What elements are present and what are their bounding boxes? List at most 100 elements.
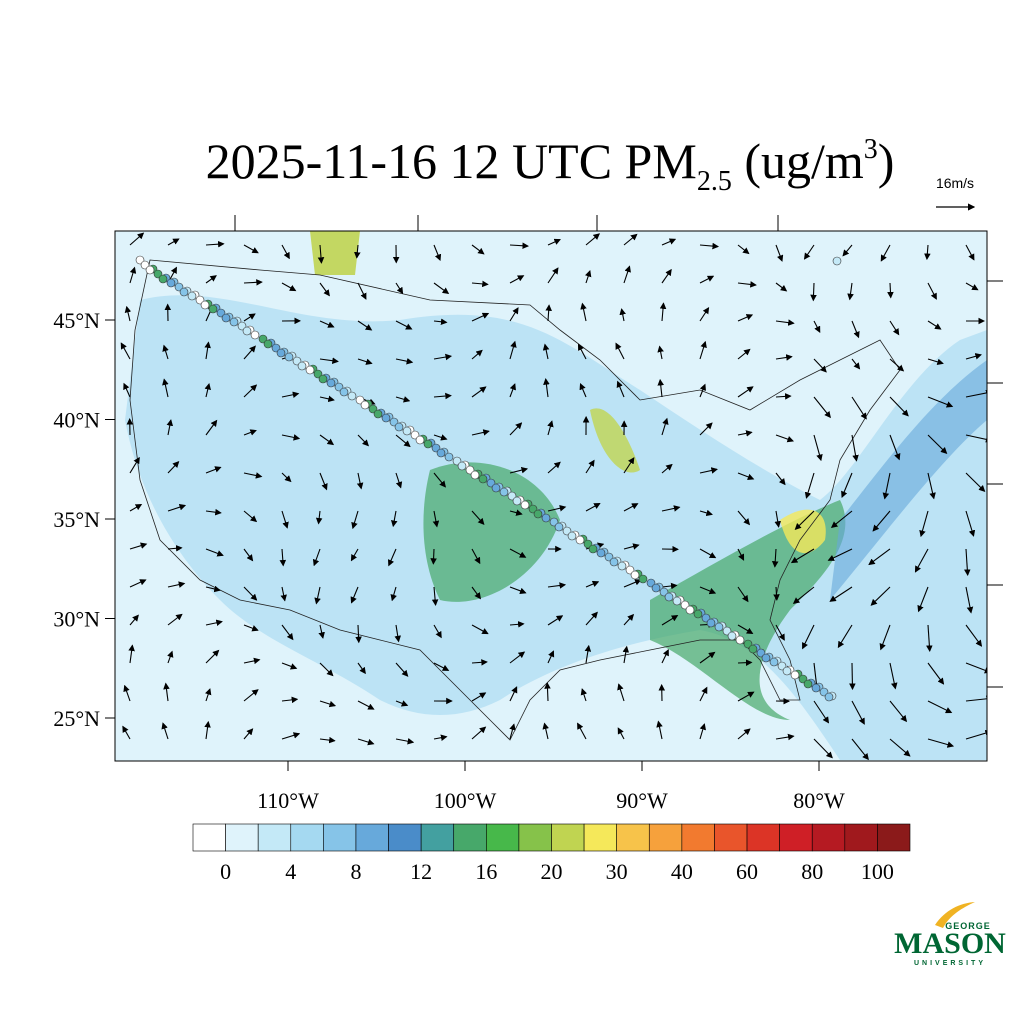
station: [339, 387, 349, 397]
lat-tick-label: 45°N: [53, 308, 100, 333]
wind-vector: [128, 644, 135, 664]
wind-vector: [243, 657, 261, 665]
wind-vector: [802, 624, 815, 650]
wind-vector: [395, 320, 413, 330]
colorbar-box: [420, 823, 455, 852]
wind-vector: [737, 510, 751, 526]
wind-vector: [319, 395, 335, 403]
wind-vector: [851, 320, 860, 339]
wind-vector: [699, 586, 717, 595]
wind-vector: [661, 582, 678, 590]
station: [444, 452, 454, 462]
colorbar-box: [779, 823, 813, 852]
wind-vector: [433, 662, 450, 671]
wind-vector: [577, 343, 587, 360]
wind-vector: [813, 700, 830, 724]
wind-vector: [471, 624, 489, 635]
colorbar-box: [844, 823, 878, 852]
wind-vector: [471, 244, 485, 255]
wind-vector: [879, 624, 891, 651]
wind-vector: [509, 422, 523, 436]
station: [415, 435, 425, 445]
wind-vector: [350, 586, 359, 604]
wind-vector: [243, 689, 259, 702]
wind-vector: [889, 320, 900, 336]
wind-vector: [205, 688, 212, 702]
wind-vector: [849, 662, 856, 691]
wind-vector: [433, 624, 442, 639]
wind-vector: [123, 382, 131, 398]
logo: GEORGE MASON UNIVERSITY: [894, 902, 1006, 967]
wind-vector: [623, 503, 639, 512]
title: 2025-11-16 12 UTC PM2.5 (ug/m3): [206, 133, 895, 197]
wind-vector: [813, 358, 827, 373]
wind-vector: [395, 282, 404, 295]
wind-vector: [965, 662, 987, 674]
wind-vector: [872, 510, 891, 532]
wind-vector: [243, 429, 257, 436]
wind-vector: [585, 611, 598, 626]
field-region: [650, 500, 846, 720]
stations: [135, 255, 842, 702]
wind-vector: [167, 461, 180, 474]
wind-vector: [205, 240, 225, 248]
wind-vector: [927, 738, 955, 748]
wind-vector: [927, 320, 942, 330]
station: [727, 631, 737, 641]
wind-vector: [737, 244, 750, 255]
wind-vector: [509, 466, 529, 474]
wind-vector: [542, 343, 550, 360]
wind-vector: [657, 345, 664, 360]
wind-vector: [471, 510, 485, 525]
colorbar-box: [486, 823, 520, 852]
lon-tick-label: 100°W: [434, 788, 497, 813]
wind-vector: [616, 380, 625, 398]
colorbar-box: [811, 823, 846, 852]
wind-vector: [319, 472, 328, 491]
station: [276, 348, 286, 358]
wind-vector: [471, 280, 489, 288]
wind-vector: [318, 624, 325, 639]
colorbar-box: [518, 823, 552, 852]
wind-vector: [542, 722, 549, 740]
wind-vector: [926, 624, 933, 653]
wind-vector: [471, 429, 490, 436]
wind-vector: [661, 615, 679, 626]
wind-vector: [813, 320, 821, 333]
wind-vector: [120, 342, 131, 360]
wind-vector: [927, 700, 953, 714]
wind-vector: [737, 348, 751, 360]
wind-vector: [167, 650, 174, 664]
station: [693, 609, 703, 619]
station: [221, 313, 231, 323]
wind-vector: [623, 233, 638, 246]
wind-vector: [509, 621, 525, 628]
station: [145, 265, 155, 275]
station: [588, 544, 598, 554]
wind-vector: [699, 422, 713, 436]
wind-vector: [813, 434, 823, 462]
wind-vector: [847, 282, 854, 301]
wind-reference-label: 16m/s: [936, 175, 974, 191]
wind-vector: [737, 659, 753, 666]
wind-vector: [433, 472, 446, 488]
wind-vector: [357, 700, 375, 710]
wind-vector: [509, 307, 519, 322]
wind-vector: [964, 548, 971, 577]
wind-vector: [737, 472, 755, 481]
wind-vector: [357, 282, 367, 300]
station: [470, 470, 480, 480]
wind-vector: [775, 282, 788, 292]
colorbar-box: [877, 823, 911, 852]
wind-vector: [243, 624, 259, 632]
wind-vector: [395, 472, 403, 489]
wind-vector: [167, 613, 183, 626]
wind-vector: [129, 579, 147, 588]
colorbar-box: [453, 823, 487, 852]
wind-vector: [580, 688, 588, 702]
wind-vector: [737, 430, 753, 437]
wind-vector: [129, 503, 143, 512]
wind-vector: [830, 510, 853, 529]
wind-vector: [509, 586, 527, 594]
colorbar-box: [681, 823, 715, 852]
